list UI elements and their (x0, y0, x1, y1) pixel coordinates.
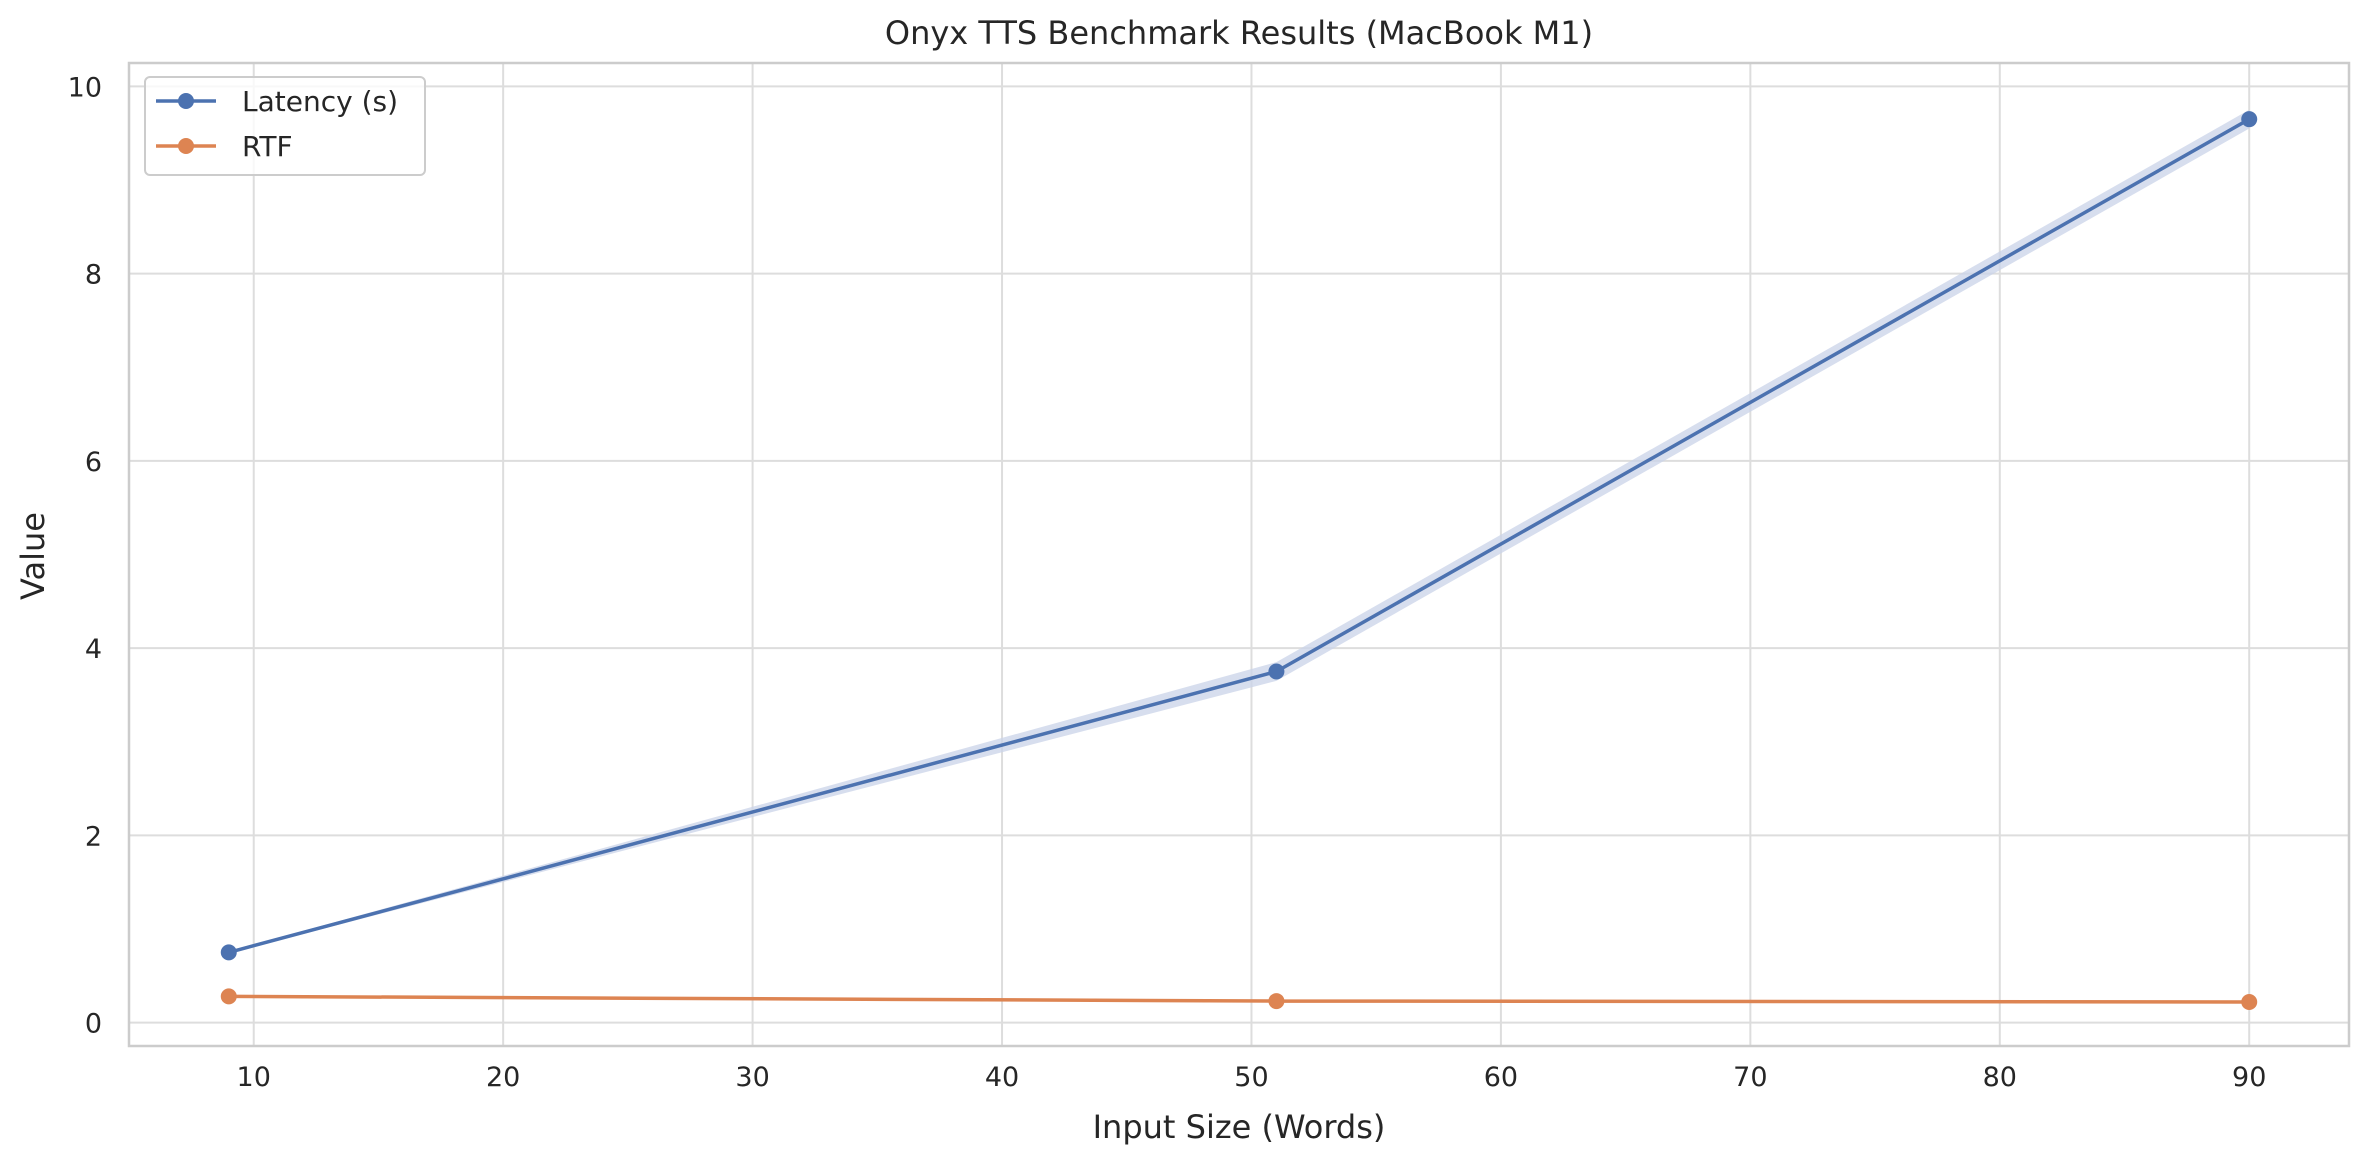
x-tick-label: 40 (985, 1062, 1019, 1093)
y-tick-label: 10 (68, 72, 102, 103)
y-tick-label: 6 (85, 447, 102, 478)
x-tick-label: 30 (735, 1062, 769, 1093)
data-point-latency (1268, 663, 1285, 680)
x-tick-label: 70 (1733, 1062, 1767, 1093)
x-tick-labels: 10 20 30 40 50 60 70 80 90 (237, 1062, 2267, 1093)
legend-label-rtf: RTF (242, 130, 293, 163)
data-point-latency (220, 944, 237, 961)
y-tick-label: 4 (85, 634, 102, 665)
x-tick-label: 50 (1234, 1062, 1268, 1093)
y-tick-label: 8 (85, 260, 102, 291)
legend: Latency (s) RTF (144, 76, 426, 176)
x-tick-label: 60 (1484, 1062, 1518, 1093)
y-tick-label: 0 (85, 1009, 102, 1040)
chart-title: Onyx TTS Benchmark Results (MacBook M1) (885, 14, 1593, 52)
legend-marker-rtf (178, 138, 194, 154)
data-point-rtf (2241, 993, 2258, 1010)
legend-marker-latency (178, 93, 194, 109)
y-tick-label: 2 (85, 821, 102, 852)
x-tick-label: 20 (486, 1062, 520, 1093)
x-tick-label: 80 (1983, 1062, 2017, 1093)
legend-label-latency: Latency (s) (242, 85, 398, 118)
plot-background (129, 63, 2349, 1046)
x-axis-label: Input Size (Words) (1093, 1108, 1386, 1146)
data-point-rtf (220, 988, 237, 1005)
y-tick-labels: 0 2 4 6 8 10 (68, 72, 102, 1039)
data-point-rtf (1268, 993, 1285, 1010)
series-points (220, 111, 2258, 1010)
x-tick-label: 90 (2232, 1062, 2266, 1093)
x-tick-label: 10 (237, 1062, 271, 1093)
y-axis-label: Value (14, 512, 52, 600)
plot-frame (127, 61, 2351, 1048)
data-point-latency (2241, 111, 2258, 128)
